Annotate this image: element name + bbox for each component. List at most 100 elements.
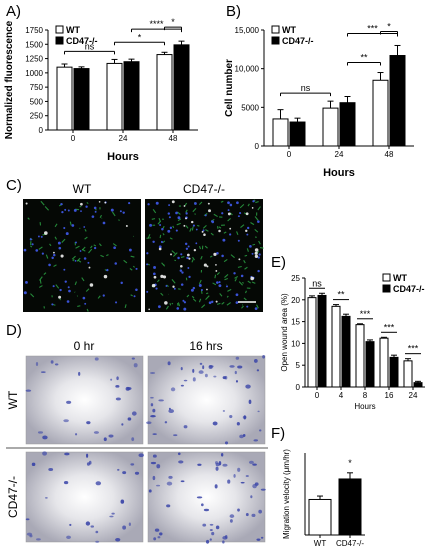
- nucleus-dot: [147, 203, 150, 206]
- actin-fiber: [200, 290, 203, 294]
- nucleus-dot: [249, 245, 252, 248]
- bright-spot: [208, 209, 211, 213]
- cell-cluster: [25, 518, 30, 521]
- x-axis-title: Hours: [354, 402, 375, 411]
- actin-fiber: [221, 301, 225, 305]
- nucleus-dot: [165, 285, 168, 287]
- nucleus-dot: [240, 274, 244, 278]
- y-tick-label: 1750: [25, 26, 43, 35]
- bright-spot: [44, 231, 48, 235]
- micrograph-wt: [23, 199, 141, 312]
- significance-label: ***: [408, 344, 419, 354]
- y-tick-label: 1500: [25, 40, 43, 49]
- actin-fiber: [205, 229, 209, 232]
- actin-fiber: [76, 257, 81, 262]
- bright-spot: [251, 207, 254, 209]
- actin-fiber: [123, 259, 128, 264]
- cell-cluster: [203, 508, 210, 512]
- actin-fiber: [74, 281, 77, 286]
- cell-cluster: [42, 435, 48, 440]
- cell-cluster: [262, 355, 266, 359]
- nucleus-dot: [146, 252, 149, 255]
- nucleus-dot: [239, 212, 242, 215]
- cell-cluster: [40, 371, 46, 374]
- cell-cluster: [153, 537, 157, 541]
- x-tick-label: 16: [385, 391, 394, 400]
- y-tick-label: 0: [255, 142, 260, 151]
- nucleus-dot: [153, 272, 156, 276]
- nucleus-dot: [149, 223, 153, 227]
- cell-cluster: [128, 522, 131, 526]
- chart-f: Migration velocity (μm/hr) WT CD47-/- *: [282, 449, 365, 548]
- cell-cluster: [235, 356, 240, 360]
- actin-fiber: [191, 226, 194, 231]
- panel-label-d: D): [6, 322, 22, 339]
- bright-spot: [245, 212, 249, 216]
- nucleus-dot: [102, 221, 106, 225]
- actin-fiber: [49, 243, 52, 247]
- nucleus-dot: [146, 290, 149, 293]
- actin-fiber: [75, 245, 80, 249]
- bright-spot: [164, 301, 168, 305]
- x-tick-label: WT: [314, 539, 327, 548]
- y-tick-label: 1250: [25, 55, 43, 64]
- bright-spot: [53, 251, 55, 254]
- bright-spot: [229, 227, 232, 230]
- bright-spot: [206, 288, 208, 291]
- actin-fiber: [172, 252, 178, 257]
- nucleus-dot: [211, 300, 214, 304]
- bright-spot: [215, 300, 218, 303]
- y-tick-label: 5000: [241, 103, 259, 112]
- nucleus-dot: [237, 215, 240, 218]
- actin-fiber: [192, 256, 195, 261]
- cell-cluster: [168, 475, 173, 479]
- actin-fiber: [40, 200, 45, 206]
- actin-fiber: [259, 247, 264, 249]
- actin-fiber: [176, 222, 181, 226]
- actin-fiber: [224, 274, 229, 278]
- cell-cluster: [183, 379, 188, 382]
- y-tick-label: 10: [291, 339, 300, 348]
- y-tick-label: 25: [291, 274, 300, 283]
- nucleus-dot: [68, 289, 71, 293]
- actin-fiber: [226, 295, 229, 298]
- scratch-wt-0hr: [25, 355, 144, 445]
- bar: [389, 55, 406, 147]
- actin-fiber: [191, 295, 195, 299]
- bar: [73, 68, 90, 131]
- actin-fiber: [237, 265, 242, 268]
- nucleus-dot: [183, 307, 187, 311]
- cell-cluster: [224, 375, 228, 380]
- nucleus-dot: [235, 301, 239, 304]
- cell-cluster: [110, 378, 113, 381]
- cell-cluster: [66, 400, 72, 404]
- cell-cluster: [229, 365, 235, 368]
- chart-b: 0 5000 10,000 15,000 Cell number Hours 0 24 48 WT…: [224, 21, 414, 179]
- bright-spot: [186, 253, 190, 257]
- cell-cluster: [150, 396, 154, 399]
- actin-fiber: [189, 227, 192, 232]
- nucleus-dot: [218, 284, 222, 288]
- cell-cluster: [242, 415, 247, 419]
- legend-swatch: [382, 273, 391, 282]
- cell-cluster: [192, 368, 195, 373]
- actin-fiber: [59, 298, 62, 301]
- actin-fiber: [169, 237, 173, 240]
- nucleus-dot: [87, 261, 90, 264]
- nucleus-dot: [41, 252, 44, 255]
- chart-e: 0 5 10 15 20 25 Open wound area (%) Hours 0 4 8 16 2…: [280, 273, 425, 411]
- bright-spot: [88, 266, 91, 269]
- actin-fiber: [256, 304, 259, 309]
- y-tick-label: 5: [296, 361, 301, 370]
- cell-cluster: [198, 370, 204, 374]
- cell-cluster: [253, 358, 258, 363]
- actin-fiber: [245, 290, 247, 294]
- actin-fiber: [243, 260, 246, 264]
- nucleus-dot: [229, 203, 233, 207]
- nucleus-dot: [188, 275, 191, 279]
- bright-spot: [148, 308, 151, 311]
- nucleus-dot: [120, 281, 123, 285]
- nucleus-dot: [168, 216, 171, 219]
- nucleus-dot: [115, 301, 118, 304]
- nucleus-dot: [128, 202, 131, 205]
